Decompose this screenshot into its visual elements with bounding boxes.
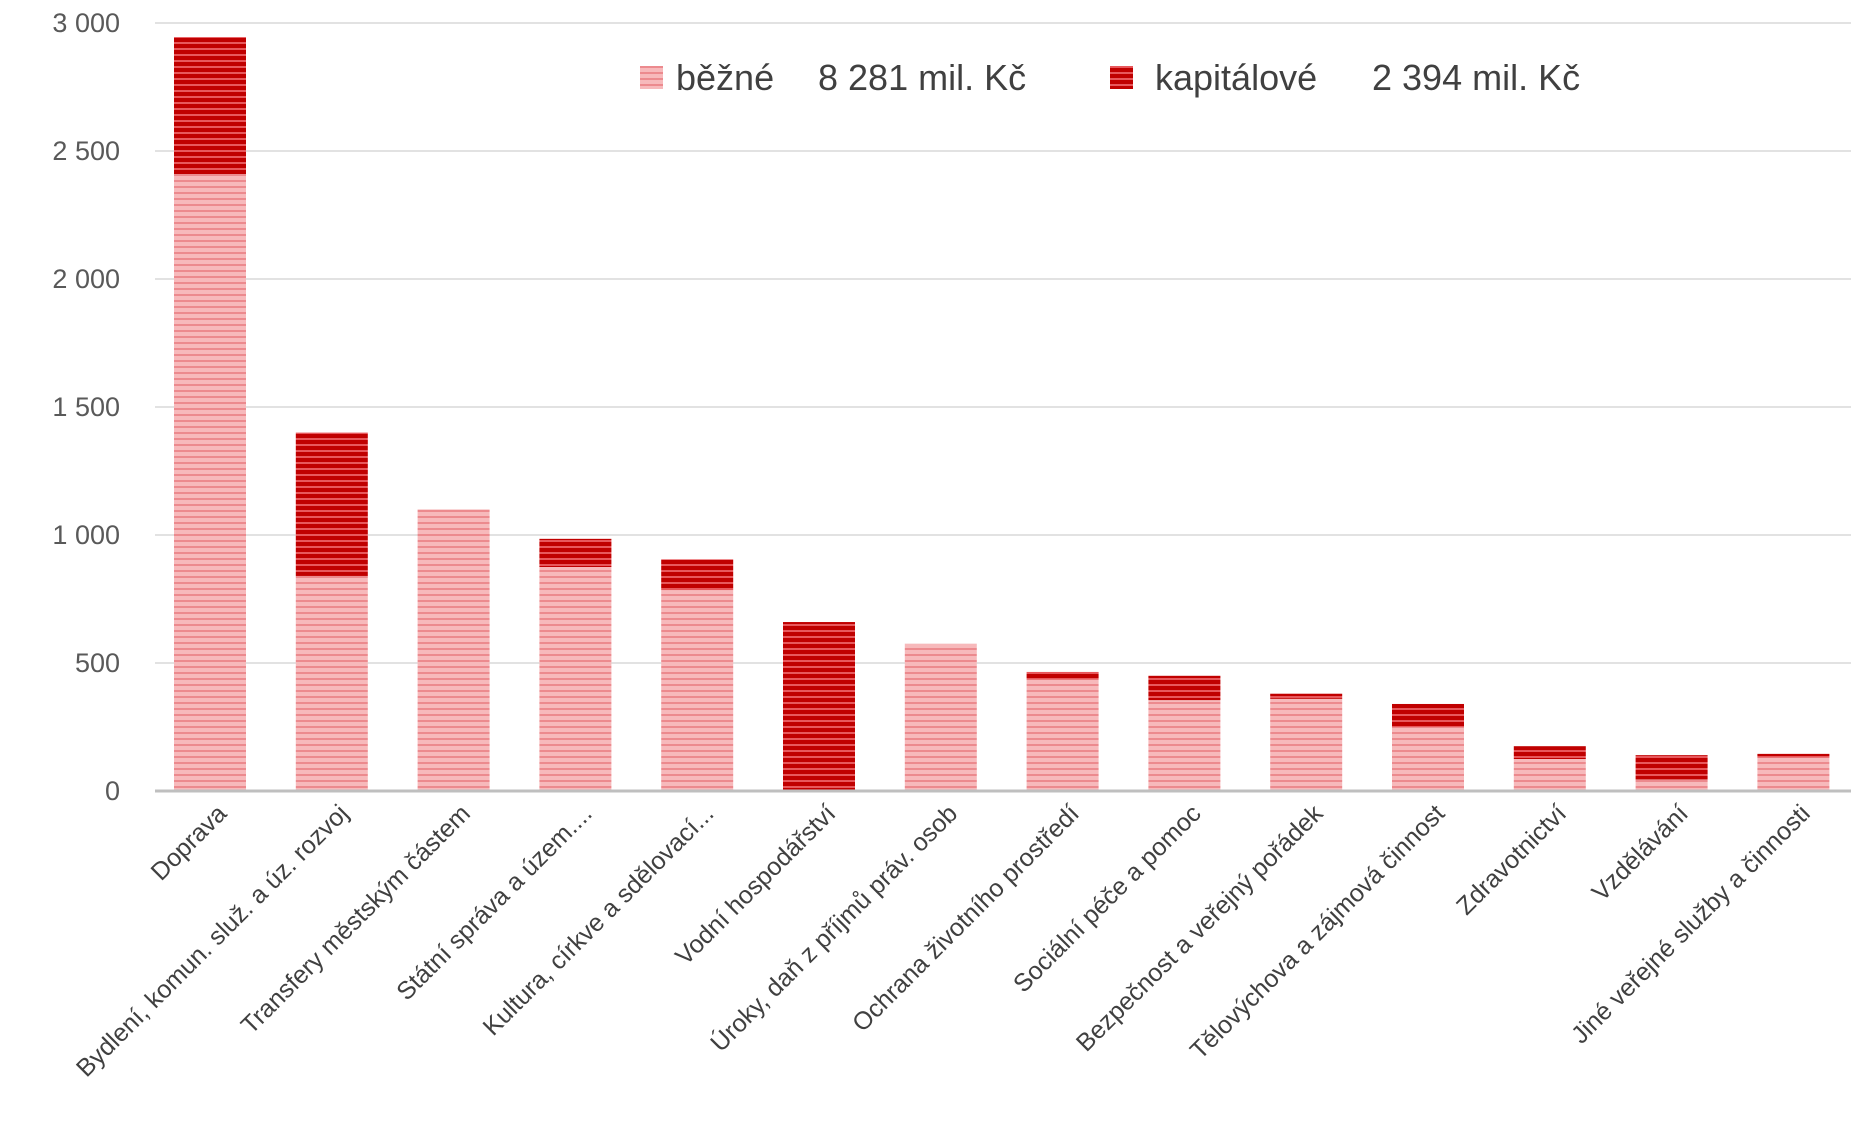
y-tick-label: 3 000	[52, 8, 120, 38]
legend-label-kapitalove: kapitálové	[1155, 57, 1317, 98]
x-tick-label: Státní správa a územ....	[391, 799, 597, 1005]
y-axis: 0 500 1 000 1 500 2 000 2 500 3 000	[52, 8, 120, 806]
x-tick-label: Vzdělávání	[1587, 799, 1694, 906]
y-tick-label: 1 500	[52, 392, 120, 422]
x-tick-label: Bydlení, komun. služ. a úz. rozvoj	[71, 799, 354, 1082]
x-tick-label: Jiné veřejné služby a činnosti	[1566, 799, 1816, 1049]
y-tick-label: 1 000	[52, 520, 120, 550]
x-tick-label: Ochrana životního prostředí	[847, 799, 1085, 1037]
legend-total-kapitalove: 2 394 mil. Kč	[1372, 57, 1580, 98]
bar-kapitalove	[1026, 671, 1099, 680]
bar-bezne	[1392, 727, 1464, 791]
bar-bezne	[904, 643, 977, 791]
bar-bezne	[1026, 679, 1099, 791]
bar-bezne	[295, 575, 368, 791]
x-tick-label: Transfery městským částem	[236, 799, 476, 1039]
bar-kapitalove	[783, 622, 855, 791]
legend-label-bezne: běžné	[676, 57, 774, 98]
grid-lines	[155, 22, 1851, 664]
bar-kapitalove	[661, 559, 734, 591]
legend: běžné 8 281 mil. Kč kapitálové 2 394 mil…	[640, 57, 1580, 98]
bar-kapitalove	[1635, 755, 1708, 780]
x-tick-label: Doprava	[146, 799, 233, 886]
bar-kapitalove	[1392, 703, 1464, 727]
y-tick-label: 2 500	[52, 136, 120, 166]
bar-bezne	[661, 590, 734, 791]
bar-bezne	[1513, 759, 1586, 791]
y-tick-label: 500	[75, 648, 120, 678]
bar-bezne	[539, 567, 612, 791]
bar-kapitalove	[1513, 746, 1586, 759]
legend-swatch-bezne	[640, 66, 663, 89]
bar-kapitalove	[174, 37, 246, 175]
bar-kapitalove	[539, 538, 612, 567]
legend-swatch-kapitalove	[1110, 66, 1133, 89]
bar-bezne	[417, 509, 490, 791]
y-tick-label: 0	[105, 776, 120, 806]
x-tick-label: Úroky, daň z příjmů práv. osob	[704, 799, 963, 1058]
x-tick-label: Tělovýchova a zájmová činnost	[1185, 799, 1450, 1064]
bar-bezne	[1635, 779, 1708, 791]
bar-kapitalove	[1757, 753, 1830, 758]
bar-bezne	[1270, 698, 1343, 791]
legend-total-bezne: 8 281 mil. Kč	[818, 57, 1026, 98]
bar-kapitalove	[1270, 693, 1343, 699]
y-tick-label: 2 000	[52, 264, 120, 294]
bar-bezne	[1757, 757, 1830, 791]
bar-kapitalove	[295, 432, 368, 576]
x-tick-label: Kultura, církve a sdělovací...	[478, 799, 720, 1041]
bar-bezne	[1148, 700, 1221, 791]
x-tick-label: Zdravotnictví	[1451, 799, 1572, 920]
bar-kapitalove	[1148, 675, 1221, 701]
bars	[174, 37, 1830, 792]
bar-bezne	[174, 174, 246, 792]
x-tick-label: Bezpečnost a veřejný pořádek	[1071, 799, 1329, 1057]
